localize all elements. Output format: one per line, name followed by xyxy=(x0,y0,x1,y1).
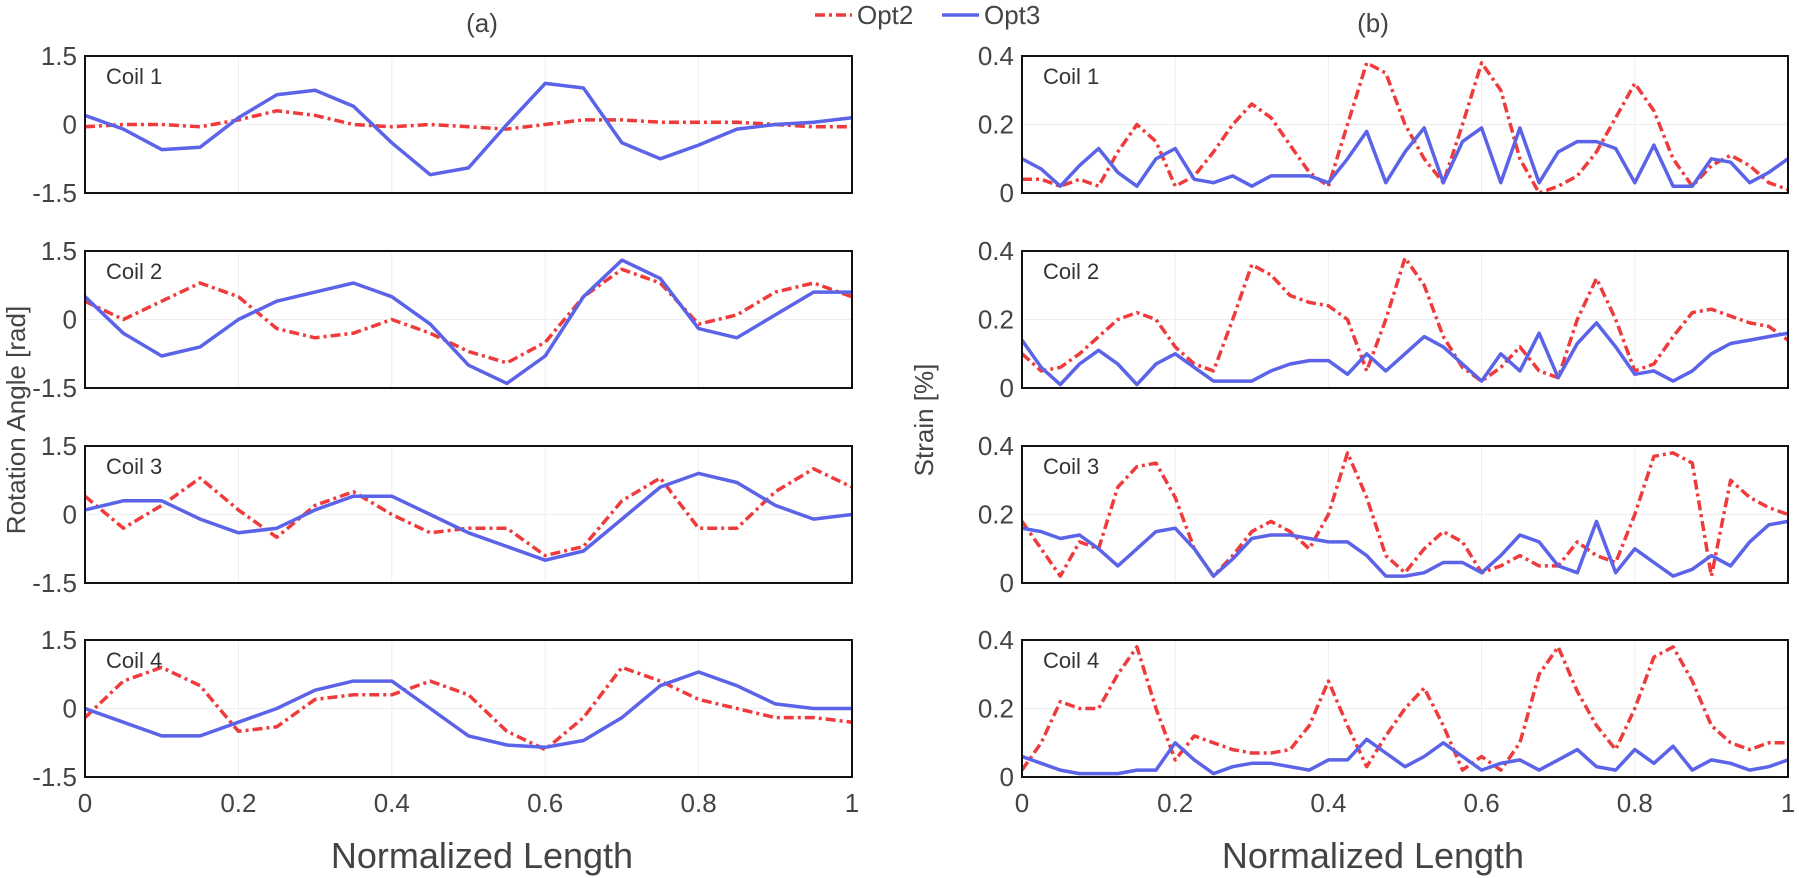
y-tick-label: 0 xyxy=(1000,568,1014,598)
plot-frame xyxy=(1021,445,1789,584)
left-x-axis-title: Normalized Length xyxy=(331,835,633,876)
series-line-opt3 xyxy=(85,471,852,562)
y-tick-label: 0 xyxy=(63,500,77,530)
subplot-right-4: Coil 4 0.4 0.2 00 0.2 0.4 0.6 0.8 1 xyxy=(978,625,1795,818)
x-tick-label: 0.4 xyxy=(374,788,410,818)
y-tick-label: 0 xyxy=(1000,373,1014,403)
series-line-opt3 xyxy=(1022,519,1788,578)
x-tick-label: 0 xyxy=(78,788,92,818)
y-tick-label: -1.5 xyxy=(32,568,77,598)
subplot-title: Coil 1 xyxy=(106,64,162,89)
series-line-opt2 xyxy=(1022,61,1788,193)
subplot-right-2: Coil 2 0.4 0.2 0 xyxy=(978,236,1789,403)
x-tick-label: 0.8 xyxy=(681,788,717,818)
plot-frame xyxy=(84,250,853,389)
panel-b-label: (b) xyxy=(1357,8,1389,38)
panel-a-label: (a) xyxy=(466,8,498,38)
series-line-opt2 xyxy=(1022,451,1788,578)
x-tick-label: 0.2 xyxy=(220,788,256,818)
y-tick-label: 0 xyxy=(63,305,77,335)
plot-frame xyxy=(1021,250,1789,389)
y-tick-label: -1.5 xyxy=(32,373,77,403)
x-tick-label: 1 xyxy=(845,788,859,818)
x-tick-label: 0 xyxy=(1015,788,1029,818)
y-tick-label: 0.4 xyxy=(978,236,1014,266)
plot-frame xyxy=(84,55,853,194)
subplot-right-1: Coil 1 0.4 0.2 0 xyxy=(978,41,1789,208)
series-line-opt3 xyxy=(85,670,852,750)
series-line-opt3 xyxy=(1022,321,1788,387)
legend: Opt2 Opt3 xyxy=(815,0,1040,30)
series-line-opt2 xyxy=(1022,256,1788,383)
subplot-left-2: Coil 2 1.5 0 -1.5 xyxy=(32,236,853,403)
y-tick-label: 0 xyxy=(63,110,77,140)
subplot-title: Coil 2 xyxy=(106,259,162,284)
subplot-title: Coil 1 xyxy=(1043,64,1099,89)
series-line-opt2 xyxy=(1022,645,1788,772)
y-tick-label: 0 xyxy=(63,694,77,724)
subplot-title: Coil 3 xyxy=(1043,454,1099,479)
y-tick-label: 0 xyxy=(1000,762,1014,792)
y-tick-label: -1.5 xyxy=(32,762,77,792)
x-tick-label: 0.8 xyxy=(1617,788,1653,818)
subplot-right-3: Coil 3 0.4 0.2 0 xyxy=(978,431,1789,598)
series-line-opt2 xyxy=(85,267,852,365)
series-line-opt2 xyxy=(85,467,852,558)
series-line-opt3 xyxy=(85,258,852,386)
subplot-title: Coil 4 xyxy=(1043,648,1099,673)
series-line-opt2 xyxy=(85,665,852,752)
x-tick-label: 0.6 xyxy=(527,788,563,818)
y-tick-label: 0.2 xyxy=(978,305,1014,335)
subplot-title: Coil 2 xyxy=(1043,259,1099,284)
subplot-title: Coil 4 xyxy=(106,648,162,673)
plot-frame xyxy=(84,639,853,778)
series-line-opt3 xyxy=(1022,737,1788,776)
series-line-opt3 xyxy=(85,81,852,177)
series-line-opt3 xyxy=(1022,126,1788,188)
right-x-axis-title: Normalized Length xyxy=(1222,835,1524,876)
subplot-title: Coil 3 xyxy=(106,454,162,479)
x-tick-label: 0.4 xyxy=(1310,788,1346,818)
y-tick-label: 1.5 xyxy=(41,625,77,655)
x-tick-label: 0.2 xyxy=(1157,788,1193,818)
y-tick-label: 1.5 xyxy=(41,41,77,71)
left-y-axis-title: Rotation Angle [rad] xyxy=(1,306,31,534)
x-tick-label: 0.6 xyxy=(1464,788,1500,818)
y-tick-label: -1.5 xyxy=(32,178,77,208)
legend-opt3-label: Opt3 xyxy=(984,0,1040,30)
y-tick-label: 1.5 xyxy=(41,236,77,266)
y-tick-label: 0.2 xyxy=(978,500,1014,530)
y-tick-label: 0.4 xyxy=(978,41,1014,71)
x-tick-label: 1 xyxy=(1781,788,1795,818)
subplot-left-1: Coil 1 1.5 0 -1.5 xyxy=(32,41,853,208)
plot-frame xyxy=(1021,639,1789,778)
y-tick-label: 0.4 xyxy=(978,431,1014,461)
y-tick-label: 0.4 xyxy=(978,625,1014,655)
series-line-opt2 xyxy=(85,109,852,131)
right-y-axis-title: Strain [%] xyxy=(909,364,939,477)
subplot-left-3: Coil 3 1.5 0 -1.5 xyxy=(32,431,853,598)
legend-opt2-label: Opt2 xyxy=(857,0,913,30)
y-tick-label: 0.2 xyxy=(978,110,1014,140)
plot-frame xyxy=(84,445,853,584)
y-tick-label: 1.5 xyxy=(41,431,77,461)
y-tick-label: 0.2 xyxy=(978,694,1014,724)
subplot-left-4: Coil 41.50-1.50 0.2 0.4 0.6 0.8 1 xyxy=(32,625,859,818)
plot-frame xyxy=(1021,55,1789,194)
y-tick-label: 0 xyxy=(1000,178,1014,208)
